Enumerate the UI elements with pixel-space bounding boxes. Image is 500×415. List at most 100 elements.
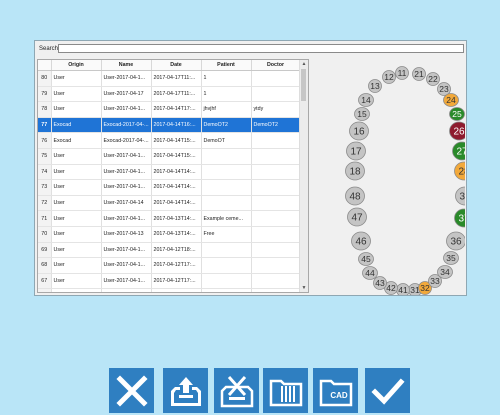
delete-button[interactable]: [214, 368, 259, 413]
tooth-32[interactable]: 32: [418, 281, 432, 295]
table-row[interactable]: 77 Exocad Exocad-2017-04-... 2017-04-14T16:…: [38, 117, 301, 134]
tooth-number: 32: [420, 283, 430, 293]
table-cell: 2017-04-17T11:...: [151, 70, 202, 87]
table-row[interactable]: 68 User User-2017-04-1... 2017-04-12T17:...: [38, 257, 301, 274]
table-body: 80 User User-2017-04-1... 2017-04-17T11:...…: [38, 70, 301, 292]
table-cell: DemoOT2: [201, 117, 252, 134]
tooth-number: 28: [458, 167, 465, 178]
table-cell: 2017-04-14T15:...: [151, 148, 202, 165]
table-row[interactable]: 73 User User-2017-04-1... 2017-04-14T14:...: [38, 179, 301, 196]
tooth-44[interactable]: 44: [362, 266, 378, 280]
tooth-number: 31: [410, 285, 420, 295]
row-index: 69: [38, 242, 52, 259]
column-header-date[interactable]: Date: [151, 60, 202, 71]
tooth-24[interactable]: 24: [443, 93, 459, 107]
tooth-number: 41: [398, 285, 408, 295]
tooth-15[interactable]: 15: [354, 107, 370, 121]
tooth-25[interactable]: 25: [449, 107, 465, 121]
table-row[interactable]: 80 User User-2017-04-1... 2017-04-17T11:...…: [38, 70, 301, 87]
tooth-34[interactable]: 34: [437, 265, 453, 279]
tooth-37[interactable]: 37: [454, 208, 466, 228]
row-index: 80: [38, 70, 52, 87]
tray-upload-icon: [170, 376, 201, 406]
import-button[interactable]: [163, 368, 208, 413]
table-row[interactable]: 76 Exocad Exocad-2017-04-... 2017-04-14T15:…: [38, 132, 301, 149]
table-cell: [251, 257, 301, 274]
tooth-number: 25: [452, 109, 462, 119]
scroll-up-icon[interactable]: ▲: [301, 61, 307, 67]
tooth-45[interactable]: 45: [358, 252, 374, 266]
tooth-shape: [455, 186, 465, 206]
table-cell: 2017-04-12T17:...: [151, 273, 202, 290]
search-input[interactable]: [58, 44, 464, 53]
tooth-22[interactable]: 22: [426, 72, 440, 86]
table-row[interactable]: 69 User User-2017-04-1... 2017-04-12T18:...: [38, 242, 301, 259]
tooth-35[interactable]: 35: [443, 251, 459, 265]
tooth-shape: [351, 231, 371, 251]
tooth-17[interactable]: 17: [346, 141, 366, 161]
tooth-36[interactable]: 36: [446, 231, 466, 251]
table-cell: [251, 288, 301, 292]
table-row[interactable]: 72 User User-2017-04-14 2017-04-14T14:...: [38, 195, 301, 212]
tooth-27[interactable]: 27: [452, 141, 466, 161]
table-row[interactable]: 74 User User-2017-04-1... 2017-04-14T14:...: [38, 164, 301, 181]
open-folder-button[interactable]: [263, 368, 308, 413]
tooth-18[interactable]: 18: [345, 161, 365, 181]
tooth-shape: [354, 107, 370, 121]
row-index: 75: [38, 148, 52, 165]
action-toolbar: CAD: [0, 366, 500, 415]
tooth-28[interactable]: 28: [454, 161, 466, 181]
table-row[interactable]: 67 User User-2017-04-1... 2017-04-12T17:...: [38, 273, 301, 290]
tooth-shape: [437, 265, 453, 279]
row-index: 79: [38, 86, 52, 103]
table-cell: Exocad-2017-04-...: [101, 117, 152, 134]
case-browser-panel: Search Origin Name Date Patient Doctor 80 Use…: [34, 40, 467, 296]
column-header-doctor[interactable]: Doctor: [251, 60, 301, 71]
close-button[interactable]: [109, 368, 154, 413]
tooth-number: 18: [349, 167, 361, 178]
table-cell: [201, 179, 252, 196]
table-cell: [201, 257, 252, 274]
tooth-23[interactable]: 23: [437, 82, 451, 96]
tooth-12[interactable]: 12: [382, 70, 396, 84]
tooth-11[interactable]: 11: [395, 66, 409, 80]
table-row[interactable]: 79 User User-2017-04-17 2017-04-17T11:... 1: [38, 86, 301, 103]
tooth-33[interactable]: 33: [428, 274, 442, 288]
tooth-number: 45: [361, 254, 371, 264]
folder-cad-icon: CAD: [319, 379, 352, 406]
scrollbar-thumb[interactable]: [301, 69, 306, 101]
confirm-button[interactable]: [365, 368, 410, 413]
column-header-name[interactable]: Name: [101, 60, 152, 71]
tooth-38[interactable]: 38: [455, 186, 466, 206]
tooth-21[interactable]: 21: [412, 67, 426, 81]
tooth-43[interactable]: 43: [373, 276, 387, 290]
vertical-scrollbar[interactable]: ▲ ▼: [299, 60, 308, 292]
scroll-down-icon[interactable]: ▼: [301, 285, 307, 291]
table-cell: 2017-04-14T14:...: [151, 179, 202, 196]
tooth-14[interactable]: 14: [358, 93, 374, 107]
tooth-26[interactable]: 26: [449, 121, 466, 141]
folder-open-icon: [269, 379, 302, 406]
tooth-48[interactable]: 48: [345, 186, 365, 206]
tooth-47[interactable]: 47: [347, 207, 367, 227]
table-row[interactable]: 71 User User-2017-04-1... 2017-04-13T14:...…: [38, 210, 301, 227]
tooth-16[interactable]: 16: [349, 121, 369, 141]
table-row[interactable]: 70 User User-2017-04-13 2017-04-13T14:... Fr…: [38, 226, 301, 243]
tooth-41[interactable]: 41: [396, 283, 410, 296]
column-header-index[interactable]: [38, 60, 52, 71]
table-row[interactable]: 75 User User-2017-04-1... 2017-04-14T15:...: [38, 148, 301, 165]
tooth-number: 26: [453, 127, 465, 138]
tooth-shape: [382, 70, 396, 84]
tooth-number: 36: [450, 237, 462, 248]
column-header-origin[interactable]: Origin: [51, 60, 102, 71]
tooth-46[interactable]: 46: [351, 231, 371, 251]
table-cell: DemoOT2: [251, 117, 301, 134]
cad-button[interactable]: CAD: [313, 368, 358, 413]
column-header-patient[interactable]: Patient: [201, 60, 252, 71]
tooth-13[interactable]: 13: [368, 79, 382, 93]
table-cell: User: [51, 86, 102, 103]
table-row[interactable]: 78 User User-2017-04-1... 2017-04-14T17:...…: [38, 101, 301, 118]
table-cell: 2017-04-12T18:...: [151, 242, 202, 259]
table-row[interactable]: 66UserUser-2017-04-1...2017-04-12T16:...: [38, 288, 301, 292]
